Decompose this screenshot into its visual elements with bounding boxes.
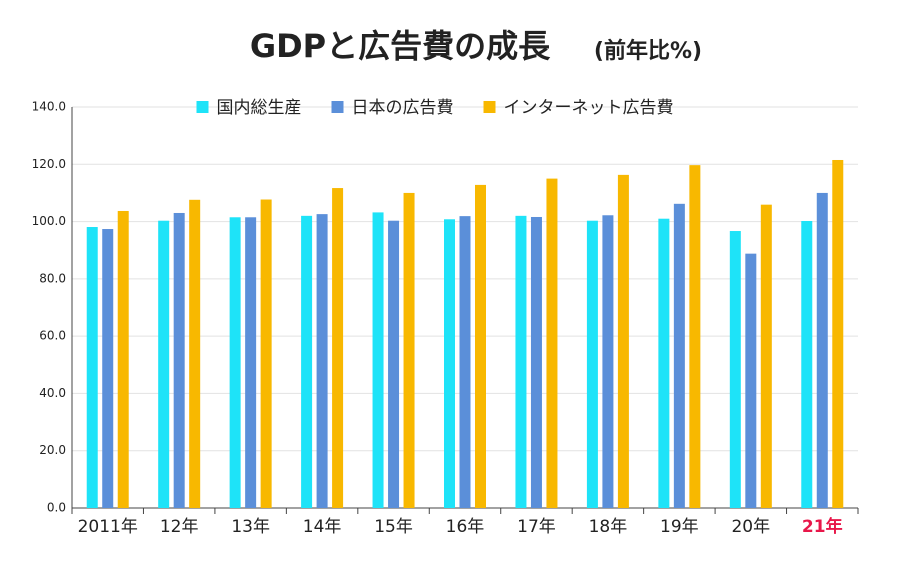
- x-tick-label: 2011年: [78, 517, 138, 537]
- bar: [332, 188, 344, 509]
- bar: [403, 192, 415, 508]
- chart-subtitle: (前年比%): [594, 38, 702, 64]
- bar: [372, 212, 384, 509]
- bar: [158, 220, 170, 508]
- bar: [260, 199, 272, 509]
- legend-swatch: [331, 101, 344, 113]
- bar: [86, 227, 98, 509]
- bar: [530, 216, 542, 508]
- bar: [602, 215, 614, 508]
- bar: [245, 217, 257, 508]
- y-tick-label: 0.0: [47, 501, 66, 515]
- y-tick-label: 140.0: [32, 100, 66, 114]
- x-tick-label: 16年: [446, 517, 485, 537]
- legend-swatch: [483, 101, 496, 113]
- x-tick-label: 19年: [660, 517, 699, 537]
- legend-label: 国内総生産: [217, 98, 302, 118]
- bar: [515, 215, 527, 509]
- bar: [316, 214, 328, 509]
- bar: [801, 220, 813, 508]
- bar: [729, 231, 741, 509]
- bar: [173, 212, 185, 508]
- bar: [816, 192, 828, 508]
- bar: [444, 219, 455, 508]
- x-tick-label: 20年: [731, 517, 770, 537]
- y-tick-label: 120.0: [32, 157, 66, 171]
- bar: [102, 229, 114, 509]
- x-tick-label: 15年: [374, 517, 413, 537]
- bar: [475, 184, 486, 508]
- x-tick-label: 14年: [303, 517, 342, 537]
- bar: [586, 220, 598, 508]
- bar: [832, 159, 844, 508]
- x-tick-label: 18年: [589, 517, 628, 537]
- bar: [658, 218, 670, 508]
- bar: [459, 216, 471, 509]
- bar: [689, 165, 701, 508]
- chart-title: GDPと広告費の成長: [250, 27, 551, 65]
- bar: [388, 220, 400, 508]
- legend-swatch: [196, 101, 209, 113]
- bar: [301, 215, 313, 509]
- y-tick-label: 20.0: [39, 443, 66, 457]
- bar: [617, 174, 629, 508]
- x-tick-label: 13年: [231, 517, 270, 537]
- bar: [760, 204, 772, 508]
- x-tick-label: 12年: [160, 517, 199, 537]
- legend-label: インターネット広告費: [504, 98, 674, 118]
- bar: [189, 199, 201, 508]
- bar: [673, 203, 685, 508]
- y-tick-label: 80.0: [39, 271, 66, 285]
- y-tick-label: 40.0: [39, 386, 66, 400]
- legend-label: 日本の広告費: [352, 98, 454, 118]
- x-tick-label: 21年: [802, 516, 843, 537]
- bar: [117, 210, 129, 508]
- bar: [745, 253, 757, 508]
- bar: [229, 217, 241, 508]
- bar: [546, 178, 558, 508]
- x-tick-label: 17年: [517, 517, 556, 537]
- y-tick-label: 60.0: [39, 329, 66, 343]
- y-tick-label: 100.0: [32, 214, 66, 228]
